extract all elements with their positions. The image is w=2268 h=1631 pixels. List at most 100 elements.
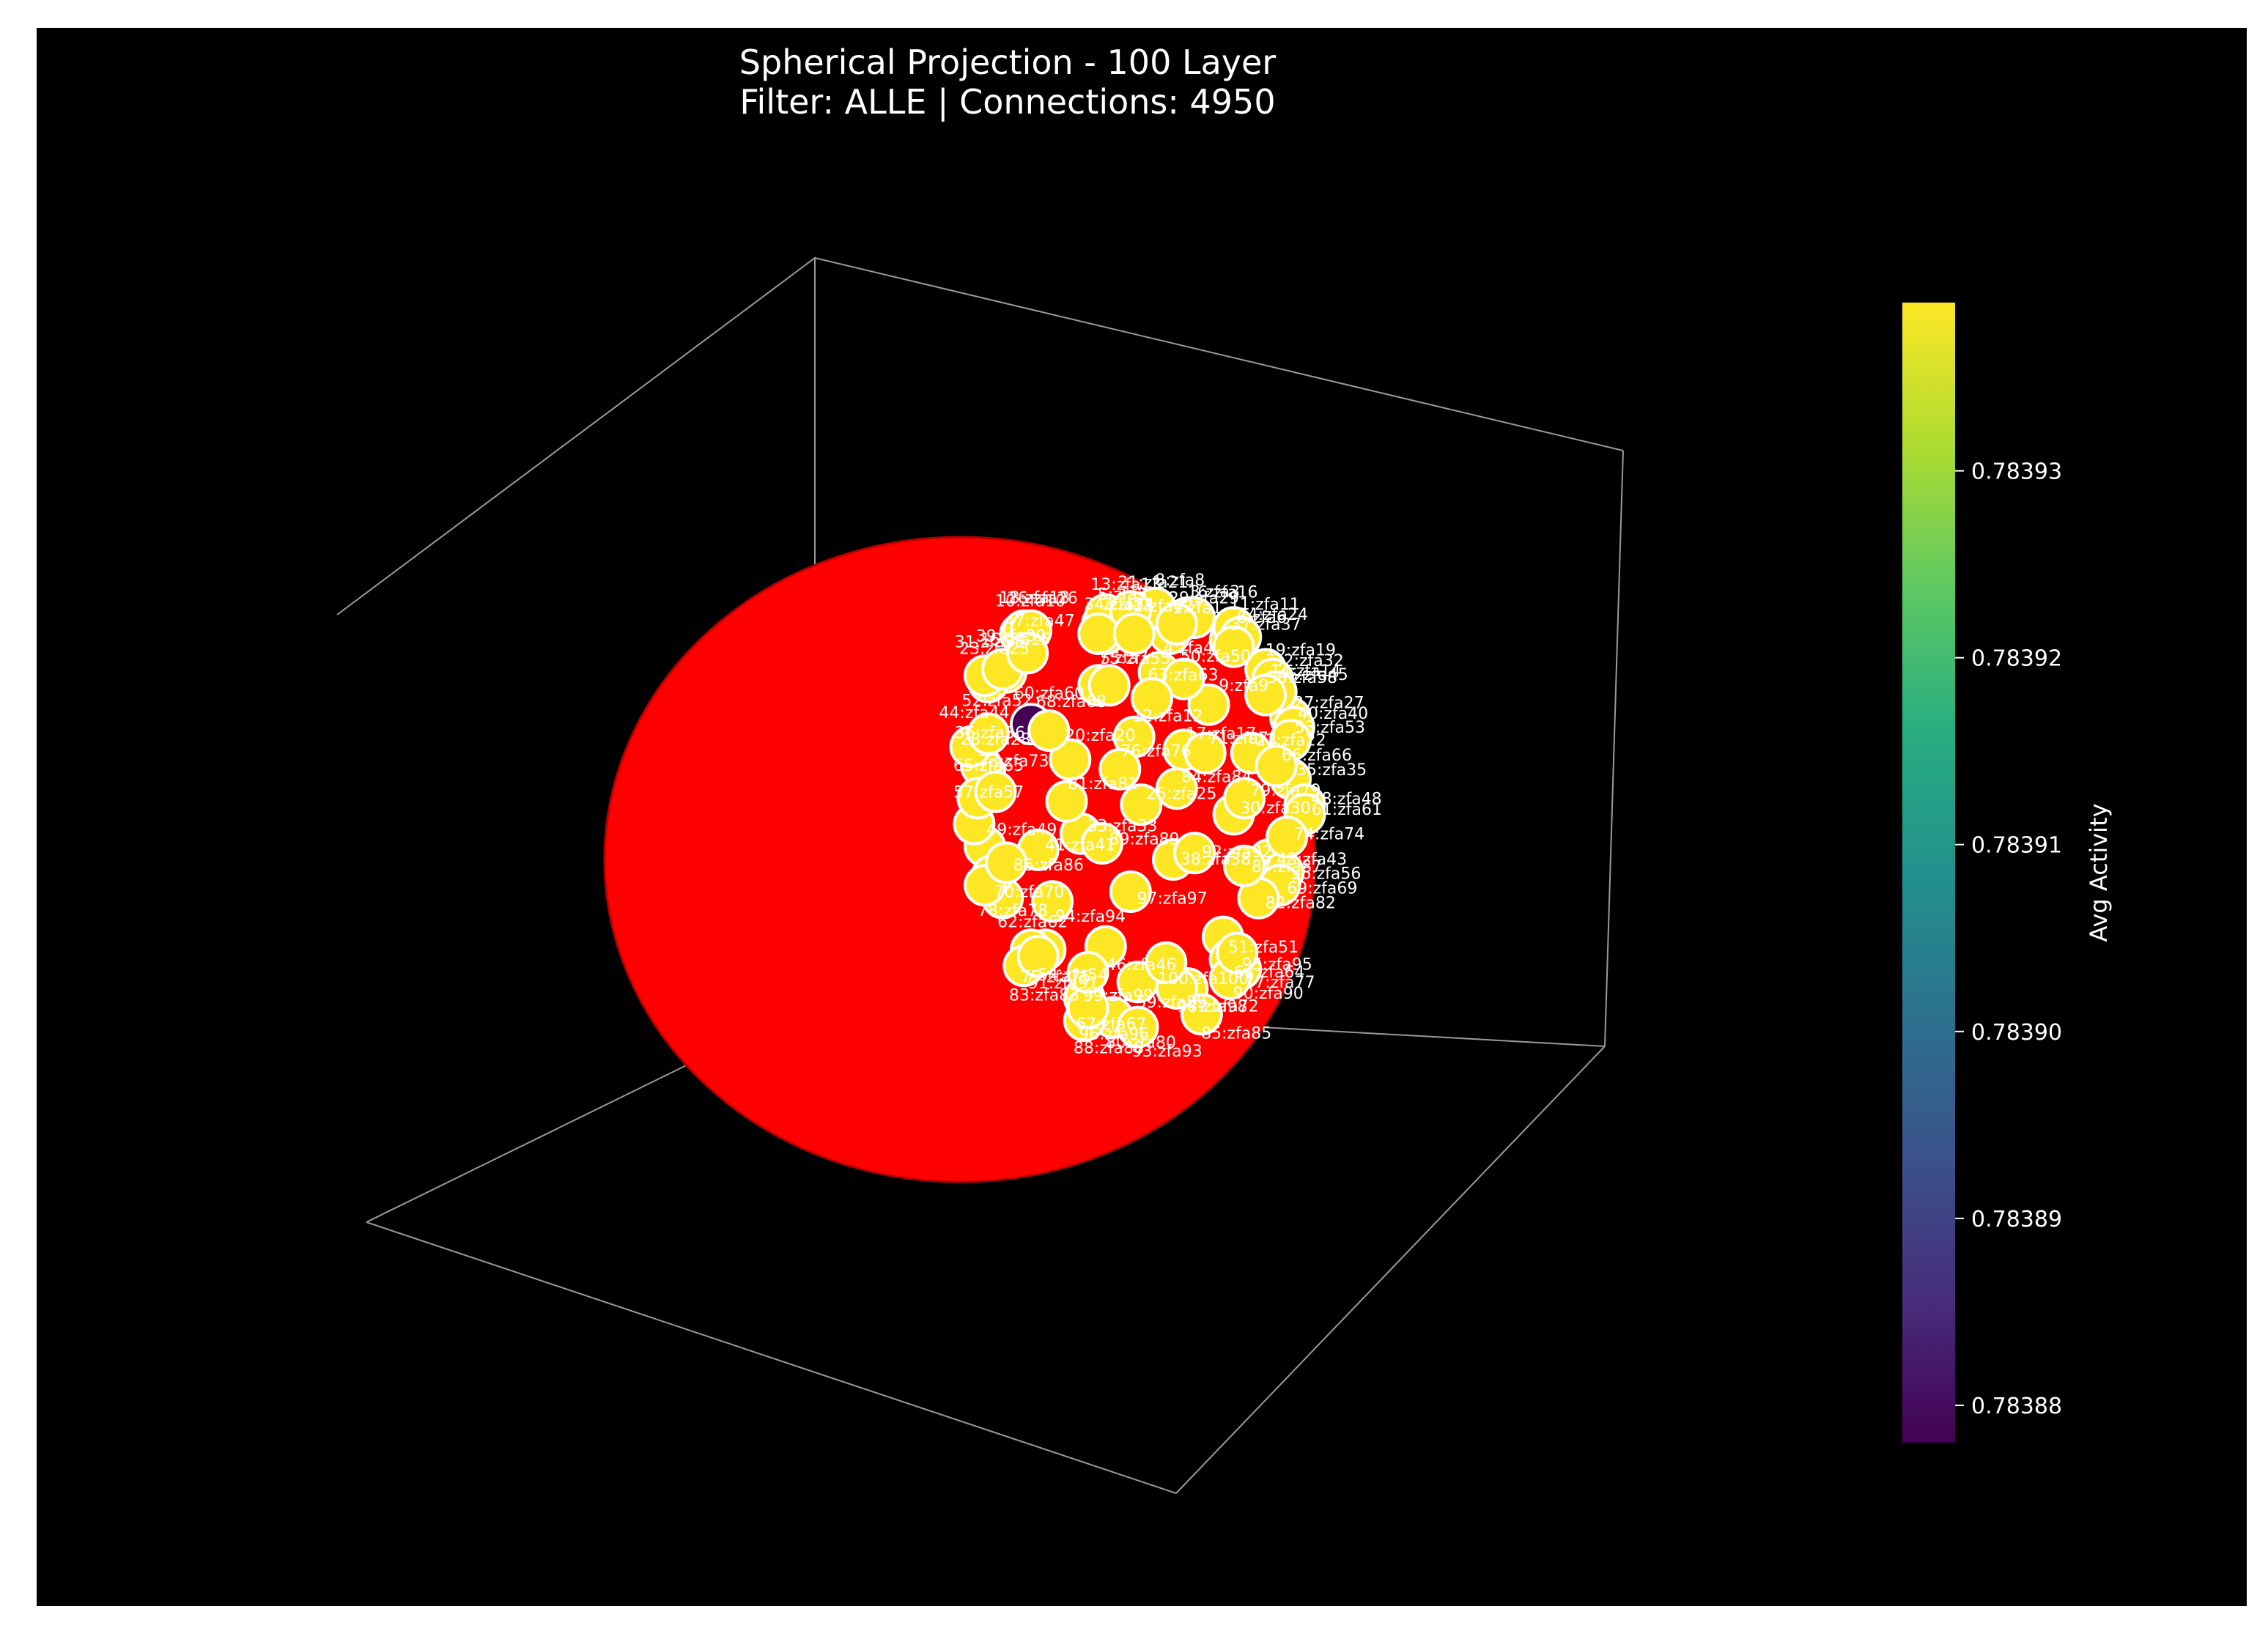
node-point	[1223, 777, 1266, 820]
plot-area: 1:zfa1 2:zfa2 3:zfa3 4:zfa4 5:zfa5 6:zfa6 7:zf…	[336, 256, 2113, 1494]
axis-floor-right-edge	[1175, 1046, 1606, 1494]
node-point	[1162, 657, 1205, 700]
node-label: 83:zfa83	[1009, 987, 1079, 1005]
colorbar-tick-label: 0.78388	[1971, 1394, 2062, 1419]
node-label: 80:zfa80	[1106, 1034, 1176, 1052]
node-label: 78:zfa78	[978, 902, 1048, 920]
node-label: 49:zfa49	[986, 821, 1057, 840]
node-point	[1244, 673, 1288, 717]
colorbar-tick-label: 0.78391	[1971, 833, 2062, 859]
node-label: 98:zfa98	[1177, 998, 1247, 1016]
node-label: 19:zfa19	[1266, 641, 1336, 659]
node-point	[1081, 822, 1123, 865]
chart-title: Spherical Projection - 100 Layer	[739, 42, 1277, 82]
node-label: 63:zfa63	[1148, 667, 1218, 685]
node-point	[1212, 625, 1255, 668]
node-label: 89:zfa89	[1109, 830, 1180, 848]
node-point	[974, 770, 1017, 813]
node-label: 51:zfa51	[1228, 939, 1299, 957]
node-label: 39:zfa39	[976, 627, 1046, 646]
node-label: 75:zfa75	[1021, 969, 1091, 987]
node-label: 24:zfa24	[1238, 606, 1308, 624]
node-label: 95:zfa95	[1242, 956, 1312, 974]
node-label: 3:zfa3	[1190, 583, 1240, 602]
node-label: 62:zfa62	[997, 913, 1068, 931]
node-point	[1077, 613, 1120, 655]
colorbar-tick-label: 0.78393	[1971, 459, 2062, 485]
node-label: 56:zfa56	[1290, 865, 1361, 884]
chart-subtitle: Filter: ALLE | Connections: 4950	[739, 82, 1276, 122]
node-label: 67:zfa67	[1076, 1016, 1146, 1034]
node-point	[1223, 844, 1266, 887]
node-label: 100:zfa100	[1158, 970, 1249, 988]
node-label: 47:zfa47	[1005, 612, 1075, 630]
figure: Spherical Projection - 100 Layer Filter:…	[37, 28, 2247, 1606]
colorbar: 0.78388 0.78389 0.78390 0.78391 0.78392 0.783…	[1902, 303, 2113, 1443]
node-label: 11:zfa11	[1230, 596, 1300, 614]
node-label: 28:zfa28	[960, 731, 1030, 750]
node-label: 9:zfa9	[1219, 677, 1268, 695]
node-label: 82:zfa82	[1266, 894, 1336, 912]
node-point	[1145, 941, 1188, 984]
axis-floor-front-edge	[366, 1221, 1177, 1494]
node-label: 6:zfa6	[1237, 609, 1287, 627]
node-label: 34:zfa34	[1084, 596, 1154, 614]
node-label: 73:zfa73	[978, 752, 1049, 771]
node-point	[1031, 880, 1074, 923]
node-point	[1049, 738, 1092, 781]
node-point	[1066, 951, 1109, 994]
node-point	[1006, 632, 1049, 675]
node-label: 41:zfa41	[1045, 837, 1115, 855]
node-label: 81:zfa81	[1068, 775, 1138, 794]
node-label: 30:zfa30	[1240, 799, 1310, 818]
node-label: 84:zfa84	[1181, 769, 1252, 787]
node-label: 97:zfa97	[1137, 890, 1208, 908]
node-label: 61:zfa61	[1312, 801, 1382, 819]
node-label: 74:zfa74	[1294, 826, 1364, 844]
node-label: 64:zfa64	[1234, 964, 1304, 982]
node-label: 10:zfa10	[995, 592, 1065, 610]
node-label: 77:zfa77	[1244, 974, 1315, 992]
node-label: 91:zfa91	[1028, 974, 1098, 993]
node-point	[1098, 747, 1142, 791]
node-label: 54:zfa54	[1038, 966, 1108, 985]
node-label: 35:zfa35	[1296, 761, 1367, 780]
node-point	[1087, 664, 1131, 707]
node-label: 8:zfa8	[1155, 572, 1205, 590]
node-label: 69:zfa69	[1287, 879, 1357, 898]
node-label: 2:zfa2	[1102, 596, 1152, 614]
node-label: 57:zfa57	[953, 783, 1024, 802]
node-label: 27:zfa27	[1293, 695, 1364, 713]
node-label: 50:zfa50	[1181, 648, 1251, 666]
node-point	[1155, 602, 1198, 646]
node-label: 85:zfa85	[1201, 1025, 1271, 1043]
node-label: 36:zfa36	[955, 724, 1025, 742]
node-point	[1173, 832, 1216, 875]
node-label: 76:zfa76	[1120, 743, 1191, 761]
node-label: 38:zfa38	[1181, 851, 1251, 869]
node-label: 16:zfa16	[1187, 584, 1257, 602]
node-label: 18:zfa18	[1000, 589, 1070, 607]
node-label: 71:zfa71	[1208, 730, 1279, 748]
node-label: 15:zfa15	[980, 631, 1051, 649]
node-point	[1116, 1005, 1159, 1048]
node-label: 31:zfa31	[955, 634, 1025, 652]
node-label: 46:zfa46	[1106, 956, 1176, 974]
node-label: 60:zfa60	[1014, 685, 1085, 703]
node-label: 43:zfa43	[1277, 851, 1347, 869]
node-point	[985, 841, 1027, 884]
node-label: 96:zfa96	[1079, 1026, 1149, 1044]
node-label: 32:zfa32	[1274, 652, 1344, 670]
node-point	[1255, 744, 1298, 788]
labels-layer: 1:zfa1 2:zfa2 3:zfa3 4:zfa4 5:zfa5 6:zfa6 7:zf…	[939, 572, 1382, 1061]
node-label: 12:zfa12	[1132, 708, 1203, 726]
node-label: 21:zfa21	[1118, 574, 1188, 592]
node-label: 58:zfa58	[1267, 669, 1337, 687]
node-point	[1187, 683, 1230, 726]
node-label: 44:zfa44	[939, 704, 1009, 722]
node-point	[1109, 870, 1152, 913]
node-point	[1112, 613, 1156, 655]
node-point	[1183, 731, 1227, 774]
node-label: 93:zfa93	[1132, 1043, 1203, 1061]
node-label: 4:zfa4	[1164, 640, 1214, 658]
